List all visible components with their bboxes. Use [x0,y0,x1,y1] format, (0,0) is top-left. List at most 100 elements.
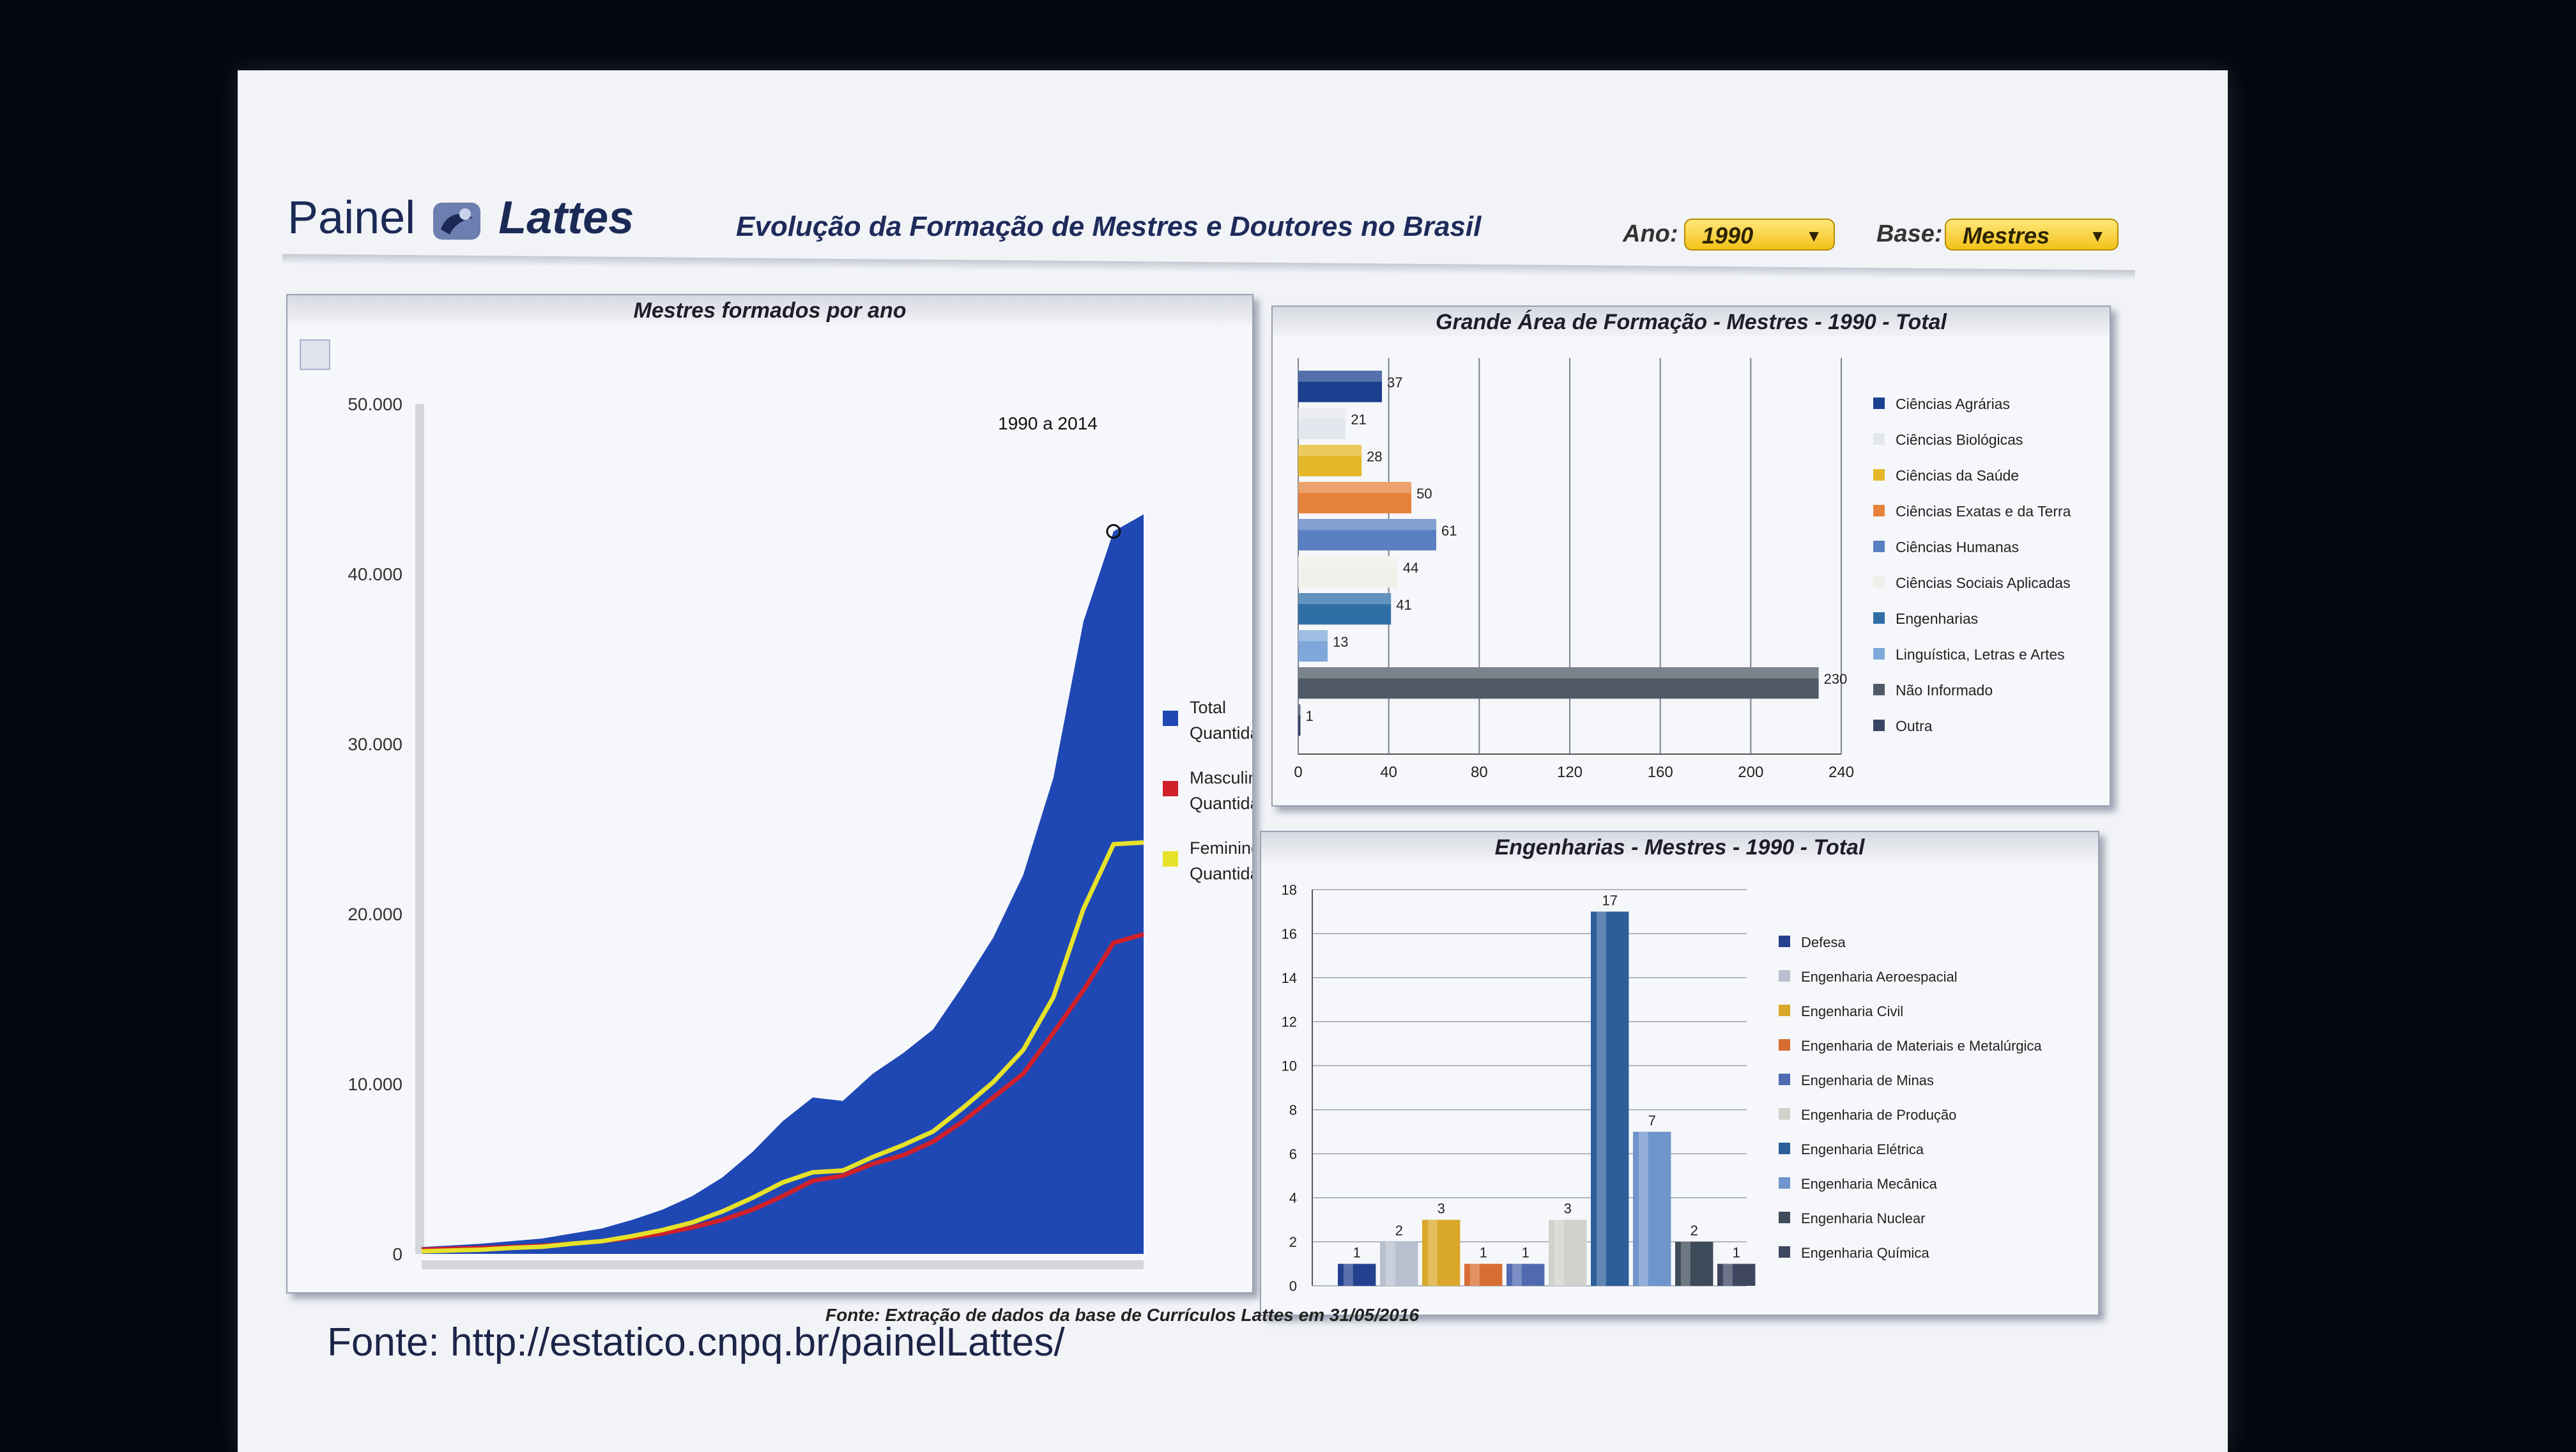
bar [1464,1263,1503,1286]
ano-label: Ano: [1623,220,1678,247]
legend-swatch [1779,1143,1790,1154]
legend-swatch [1873,469,1885,481]
data-label: 7 [1648,1113,1656,1129]
legend-swatch [1779,936,1790,947]
bar [1298,371,1383,403]
legend-label: Engenharia Elétrica [1801,1141,1924,1157]
bar [1422,1219,1460,1286]
base-select[interactable]: Mestres ▼ [1945,219,2119,251]
bar-highlight [1298,519,1437,530]
legend-label: Engenharia Nuclear [1801,1210,1925,1226]
mestres-por-ano-title: Mestres formados por ano [288,295,1252,326]
bar-highlight [1638,1131,1648,1286]
bar [1675,1242,1713,1286]
y-tick-label: 8 [1289,1102,1297,1118]
legend-label: Engenharia Mecânica [1801,1176,1938,1192]
painel-lattes-logo[interactable]: Painel Lattes [288,192,634,244]
y-tick-label: 10 [1282,1058,1297,1074]
hover-marker [1106,524,1121,539]
engenharias-panel: Engenharias - Mestres - 1990 - Total 0 2 4… [1260,831,2099,1316]
bar [1633,1131,1671,1286]
data-label: 61 [1441,523,1457,539]
legend-label: Quantidade [1190,864,1252,883]
bar [1298,445,1362,477]
legend-label: Engenharias [1896,610,1978,627]
bar-highlight [1298,482,1412,493]
y-tick-label: 12 [1282,1014,1297,1030]
bar [1298,408,1346,440]
x-tick-label: 80 [1471,764,1488,781]
legend-label: Ciências Humanas [1896,539,2019,555]
bar [1298,593,1392,625]
legend-label: Ciências Exatas e da Terra [1896,503,2071,520]
legend-label: Ciências Agrárias [1896,396,2010,412]
bar-highlight [1298,593,1392,605]
ano-select[interactable]: 1990 ▼ [1684,219,1835,251]
extraction-footnote: Fonte: Extração de dados da base de Curr… [825,1305,1420,1325]
bar [1591,911,1629,1286]
bar-highlight [1343,1263,1353,1286]
legend-label: Linguística, Letras e Artes [1896,646,2065,663]
y-tick-label: 4 [1289,1190,1297,1206]
data-label: 13 [1333,634,1348,650]
legend-label: Ciências Sociais Aplicadas [1896,575,2071,591]
legend-label: Engenharia Civil [1801,1003,1903,1019]
legend-label: Quantidade [1190,723,1252,743]
dashboard-screen: Painel Lattes Evolução da Formação de Me… [238,70,2228,1452]
base-label: Base: [1876,220,1943,247]
bar [1298,482,1412,514]
bar-highlight [1298,704,1301,716]
x-tick-label: 0 [1294,764,1302,781]
bar-highlight [1596,911,1606,1286]
legend-swatch [1873,720,1885,731]
data-label: 17 [1602,892,1617,908]
bar-highlight [1512,1263,1522,1286]
legend-label: Engenharia de Minas [1801,1072,1934,1088]
legend-swatch [1779,1039,1790,1051]
y-axis-bar [415,404,424,1254]
bar [1549,1219,1587,1286]
x-tick-label: 160 [1648,764,1673,781]
bar [1380,1242,1418,1286]
data-label: 21 [1351,412,1366,428]
data-label: 44 [1403,560,1418,576]
legend-label: Ciências Biológicas [1896,431,2023,448]
data-label: 2 [1690,1223,1698,1239]
engenharias-title: Engenharias - Mestres - 1990 - Total [1261,832,2098,863]
legend-label: Engenharia de Materiais e Metalúrgica [1801,1038,2042,1054]
y-tick-label: 6 [1289,1146,1297,1162]
y-tick-label: 0 [1289,1278,1297,1294]
legend-swatch [1163,781,1178,796]
bar [1298,519,1437,551]
bar-highlight [1385,1242,1395,1286]
page-title: Evolução da Formação de Mestres e Doutor… [736,211,1482,242]
bar-highlight [1554,1219,1564,1286]
data-label: 28 [1367,449,1382,465]
legend-label: Ciências da Saúde [1896,467,2019,484]
bar-highlight [1298,556,1398,568]
bar [1506,1263,1545,1286]
legend-label: Masculino [1190,768,1252,787]
legend-swatch [1779,1246,1790,1258]
header-divider [282,254,2135,281]
y-tick-label: 40.000 [348,564,402,584]
ano-select-value: 1990 [1702,222,1754,249]
bar-highlight [1298,667,1819,679]
lattes-logo-icon [433,202,481,240]
x-axis-bar [422,1260,1144,1269]
legend-label: Engenharia Química [1801,1245,1929,1261]
legend-swatch [1873,684,1885,695]
legend-swatch [1779,970,1790,982]
base-select-value: Mestres [1963,222,2050,249]
expand-icon[interactable] [300,339,330,370]
y-tick-label: 16 [1282,926,1297,942]
bar-highlight [1722,1263,1733,1286]
legend-label: Engenharia de Produção [1801,1107,1956,1123]
logo-text-right: Lattes [498,192,634,243]
legend-swatch [1163,711,1178,726]
chevron-down-icon: ▼ [2089,226,2106,245]
legend-swatch [1873,612,1885,624]
bar-highlight [1427,1219,1438,1286]
source-link[interactable]: Fonte: http://estatico.cnpq.br/painelLat… [327,1320,1065,1364]
